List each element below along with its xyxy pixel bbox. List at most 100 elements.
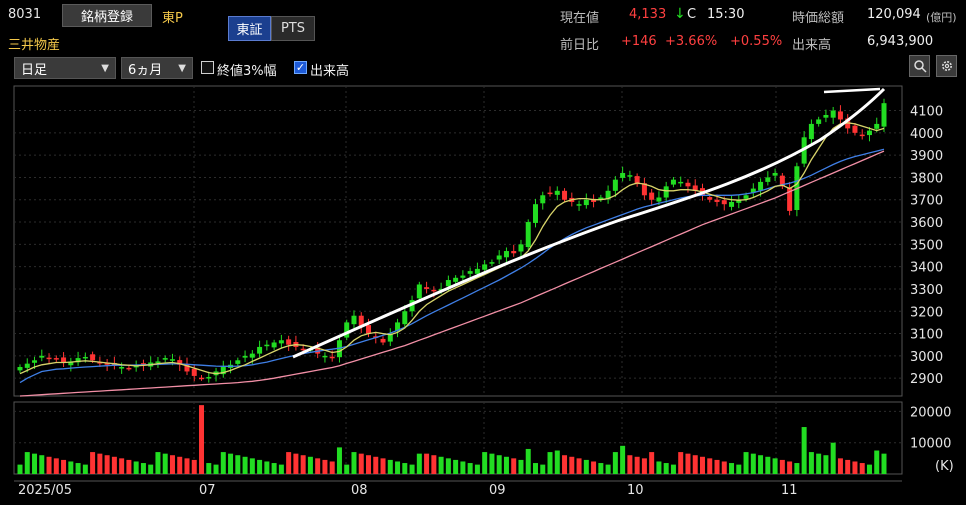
volume-bar [82, 464, 88, 474]
market-cap-value: 120,094 [867, 7, 921, 22]
settings-button[interactable] [936, 55, 957, 77]
volume-bar [787, 461, 793, 474]
candle-body [366, 325, 372, 334]
candle-body [634, 176, 640, 185]
candle-body [111, 362, 117, 366]
close-flag: C [687, 7, 697, 22]
candle-body [453, 277, 459, 282]
price-tick-label: 3100 [910, 328, 943, 343]
candle-body [736, 199, 742, 203]
trendline-cap[interactable] [823, 87, 881, 94]
volume-bar [736, 464, 742, 474]
volume-bar [859, 463, 865, 474]
candle-body [184, 363, 190, 372]
volume-toggle-label: 出来高 [310, 64, 350, 79]
candle-body [126, 367, 132, 370]
volume-value: 6,943,900 [867, 34, 934, 49]
volume-bar [779, 459, 785, 474]
tab-pts[interactable]: PTS [271, 16, 315, 41]
volume-bar [685, 453, 691, 474]
candle-body [758, 181, 764, 191]
volume-bar [322, 459, 328, 474]
zoom-button[interactable] [909, 55, 930, 77]
price-tick-label: 3300 [910, 283, 943, 298]
volume-bar [213, 464, 219, 474]
volume-bar [104, 455, 110, 474]
price-tick-label: 3400 [910, 261, 943, 276]
candle-body [823, 114, 829, 118]
volume-bar [576, 458, 582, 474]
volume-bar [460, 461, 466, 474]
close3-checkbox[interactable] [201, 61, 214, 74]
price-tick-label: 3900 [910, 149, 943, 164]
candle-body [859, 134, 865, 137]
tab-tse[interactable]: 東証 [228, 16, 271, 41]
volume-bar [467, 463, 473, 474]
volume-bar [286, 452, 292, 474]
candle-body [358, 315, 364, 327]
candle-body [322, 355, 328, 358]
candle-body [482, 264, 488, 270]
volume-bar [257, 459, 263, 474]
period-select[interactable]: 日足 ▼ [14, 57, 116, 79]
candle-body [315, 347, 321, 354]
volume-bar [714, 459, 720, 474]
down-arrow-icon: ↓ [674, 6, 686, 22]
candle-body [816, 119, 822, 124]
volume-bar [707, 458, 713, 474]
volume-checkbox[interactable]: ✓ [294, 61, 307, 74]
candle-body [656, 197, 662, 202]
volume-bar [90, 452, 96, 474]
volume-bar [402, 463, 408, 474]
volume-bar [53, 458, 59, 474]
candle-body [685, 182, 691, 187]
candle-body [591, 198, 597, 202]
trendline[interactable] [292, 87, 886, 359]
candle-body [787, 187, 793, 211]
volume-bar [866, 464, 872, 474]
candle-body [750, 188, 756, 193]
candle-body [75, 358, 81, 363]
volume-bar [591, 461, 597, 474]
volume-bar [474, 464, 480, 474]
volume-bar [32, 453, 38, 474]
volume-bar [46, 456, 52, 474]
volume-bar [620, 445, 626, 474]
register-button[interactable]: 銘柄登録 [62, 4, 152, 27]
volume-bar [816, 453, 822, 474]
candle-body [380, 338, 386, 343]
candle-body [169, 359, 175, 361]
volume-bar [511, 458, 517, 474]
close3-label: 終値3%幅 [217, 64, 277, 79]
candle-body [532, 204, 538, 223]
volume-bar [729, 463, 735, 474]
candle-body [678, 181, 684, 184]
candle-body [409, 300, 415, 312]
volume-bar [794, 463, 800, 474]
candle-body [17, 367, 23, 371]
candle-body [177, 360, 183, 365]
candle-body [235, 360, 241, 364]
candle-body [881, 103, 887, 127]
candle-body [765, 177, 771, 182]
candle-body [431, 289, 437, 292]
candle-body [503, 251, 509, 258]
candle-body [24, 363, 30, 368]
candle-body [866, 130, 872, 136]
volume-bar [126, 459, 132, 474]
ma-short-line [19, 122, 885, 375]
candle-body [206, 377, 212, 379]
candle-body [554, 190, 560, 195]
price-tick-label: 3600 [910, 216, 943, 231]
range-select[interactable]: 6ヵ月 ▼ [121, 57, 193, 79]
volume-bar [540, 464, 546, 474]
volume-bar [801, 427, 807, 474]
volume-bar [496, 455, 502, 474]
candle-body [605, 190, 611, 200]
candle-body [830, 110, 836, 118]
candle-body [249, 353, 255, 358]
candle-body [467, 271, 473, 274]
volume-bar [336, 447, 342, 474]
candle-body [779, 175, 785, 187]
